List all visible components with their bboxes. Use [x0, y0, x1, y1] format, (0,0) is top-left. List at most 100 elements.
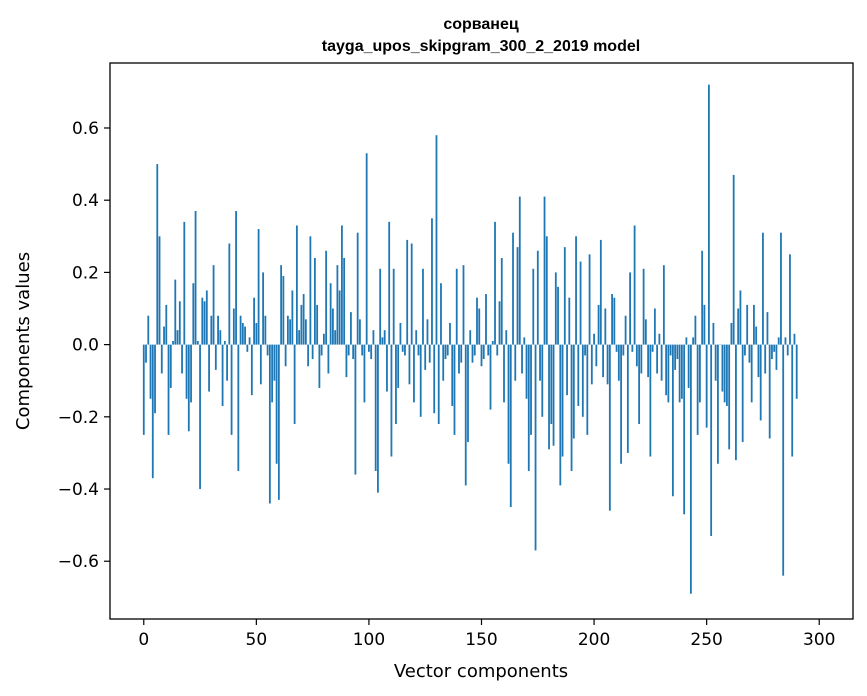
bar — [223, 341, 226, 345]
x-axis-ticks: 0 50 100 150 200 250 300 — [138, 619, 835, 650]
bar — [437, 344, 440, 425]
bar-series — [142, 84, 798, 594]
bar — [253, 297, 255, 345]
bar — [784, 337, 787, 345]
bar — [172, 341, 174, 345]
bar — [685, 337, 688, 345]
bar — [762, 232, 764, 345]
bar — [640, 344, 643, 374]
bar — [530, 344, 532, 435]
bar — [653, 308, 656, 345]
bar — [662, 265, 665, 345]
bar — [442, 344, 445, 381]
bar — [584, 344, 586, 356]
bar — [692, 337, 695, 345]
bar — [737, 308, 740, 345]
bar — [266, 344, 269, 356]
bar — [379, 268, 382, 345]
bar — [244, 326, 246, 345]
bar — [464, 344, 467, 486]
bar — [397, 344, 400, 388]
bar — [489, 344, 492, 410]
bar — [496, 344, 499, 356]
bar — [791, 344, 794, 457]
y-tick-label: 0.6 — [72, 119, 99, 139]
bar — [320, 344, 323, 356]
bar — [286, 315, 289, 345]
bar — [638, 344, 641, 425]
bar — [284, 344, 287, 367]
bar — [631, 344, 634, 352]
bar — [433, 344, 436, 414]
bar — [521, 344, 523, 374]
bar — [212, 265, 215, 345]
bar — [413, 344, 415, 403]
bar — [543, 196, 546, 345]
bar — [271, 344, 274, 403]
bar — [611, 294, 613, 345]
bar — [237, 344, 240, 471]
bar — [766, 312, 769, 345]
bar — [226, 344, 228, 381]
bar — [739, 290, 742, 345]
bar — [518, 196, 521, 345]
bar — [338, 290, 341, 345]
bar — [575, 236, 577, 345]
x-tick-label: 250 — [690, 630, 722, 650]
bar — [482, 344, 485, 360]
bar — [507, 344, 510, 464]
bar — [156, 164, 159, 345]
bar — [624, 315, 627, 345]
bar — [462, 265, 465, 345]
bar — [316, 304, 319, 345]
bar — [424, 344, 427, 370]
bar — [345, 344, 348, 378]
bar — [341, 225, 343, 345]
bar — [620, 344, 622, 464]
bar — [712, 322, 715, 345]
bar — [644, 319, 647, 345]
y-tick-label: 0.4 — [72, 191, 99, 211]
bar — [264, 315, 267, 345]
bar — [187, 344, 190, 432]
bar — [350, 312, 352, 345]
bar — [453, 344, 456, 435]
bar — [480, 344, 483, 367]
y-axis-label: Components values — [13, 252, 34, 430]
bar — [710, 344, 713, 536]
bar — [676, 344, 679, 360]
bar — [219, 330, 222, 345]
bar — [539, 344, 541, 381]
bar — [302, 294, 305, 345]
bar — [160, 344, 163, 374]
bar — [597, 304, 600, 345]
bar — [748, 344, 751, 363]
bar — [617, 344, 620, 381]
x-tick-label: 200 — [578, 630, 610, 650]
bar — [660, 344, 663, 381]
bar — [512, 232, 514, 345]
bar — [311, 344, 314, 360]
bar — [426, 319, 429, 345]
bar — [694, 315, 697, 345]
bar — [780, 232, 782, 345]
x-tick-label: 0 — [138, 630, 149, 650]
bar — [699, 344, 701, 403]
x-tick-label: 50 — [246, 630, 268, 650]
bar — [165, 304, 168, 345]
bar — [365, 153, 368, 345]
bar — [230, 344, 233, 435]
x-axis-label: Vector components — [394, 661, 568, 682]
bar — [250, 344, 253, 396]
bar — [451, 344, 454, 406]
bar — [444, 344, 447, 360]
bar — [361, 344, 364, 356]
bar — [485, 294, 487, 345]
bar — [656, 344, 659, 374]
bar — [325, 250, 328, 345]
bar — [410, 243, 413, 345]
bar — [196, 341, 199, 345]
bar — [588, 254, 591, 345]
bar — [649, 344, 652, 457]
bar — [241, 322, 244, 345]
